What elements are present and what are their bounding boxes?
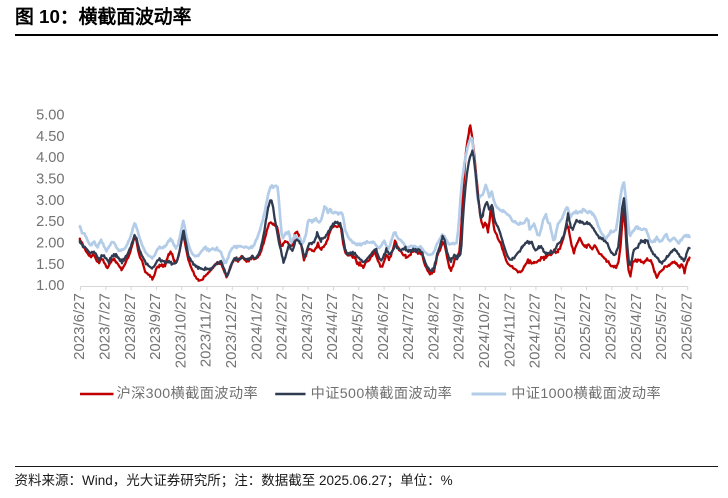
svg-text:中证500横截面波动率: 中证500横截面波动率: [311, 385, 453, 402]
svg-text:4.50: 4.50: [36, 129, 64, 145]
svg-text:2024/2/27: 2024/2/27: [274, 293, 291, 360]
svg-text:2024/1/27: 2024/1/27: [248, 293, 265, 360]
svg-text:3.50: 3.50: [36, 172, 64, 188]
svg-text:2025/4/27: 2025/4/27: [628, 293, 645, 360]
svg-text:2024/10/27: 2024/10/27: [476, 293, 493, 368]
svg-text:2023/6/27: 2023/6/27: [71, 293, 88, 360]
svg-text:2024/9/27: 2024/9/27: [451, 293, 468, 360]
svg-text:2025/6/27: 2025/6/27: [678, 293, 695, 360]
svg-text:2024/3/27: 2024/3/27: [299, 293, 316, 360]
svg-text:2025/3/27: 2025/3/27: [603, 293, 620, 360]
svg-text:5.00: 5.00: [36, 108, 64, 124]
svg-text:2.50: 2.50: [36, 214, 64, 230]
svg-text:沪深300横截面波动率: 沪深300横截面波动率: [117, 385, 259, 402]
svg-text:2024/11/27: 2024/11/27: [501, 293, 518, 367]
svg-text:2024/4/27: 2024/4/27: [324, 293, 341, 360]
svg-text:2024/5/27: 2024/5/27: [350, 293, 367, 360]
svg-text:2024/7/27: 2024/7/27: [400, 293, 417, 360]
svg-text:2025/1/27: 2025/1/27: [552, 293, 569, 360]
svg-text:2023/12/27: 2023/12/27: [223, 293, 240, 368]
svg-text:2.00: 2.00: [36, 236, 64, 252]
svg-text:2023/10/27: 2023/10/27: [172, 293, 189, 368]
svg-text:1.00: 1.00: [36, 278, 64, 294]
svg-text:2024/12/27: 2024/12/27: [527, 293, 544, 368]
svg-text:1.50: 1.50: [36, 257, 64, 273]
svg-text:2023/11/27: 2023/11/27: [198, 293, 215, 367]
svg-text:3.00: 3.00: [36, 193, 64, 209]
svg-text:2025/2/27: 2025/2/27: [577, 293, 594, 360]
svg-text:4.00: 4.00: [36, 150, 64, 166]
svg-text:2023/9/27: 2023/9/27: [147, 293, 164, 360]
svg-text:2025/5/27: 2025/5/27: [653, 293, 670, 360]
svg-text:中证1000横截面波动率: 中证1000横截面波动率: [511, 385, 661, 402]
svg-text:2024/8/27: 2024/8/27: [425, 293, 442, 360]
svg-text:2023/7/27: 2023/7/27: [97, 293, 114, 360]
svg-text:2023/8/27: 2023/8/27: [122, 293, 139, 360]
svg-text:2024/6/27: 2024/6/27: [375, 293, 392, 360]
